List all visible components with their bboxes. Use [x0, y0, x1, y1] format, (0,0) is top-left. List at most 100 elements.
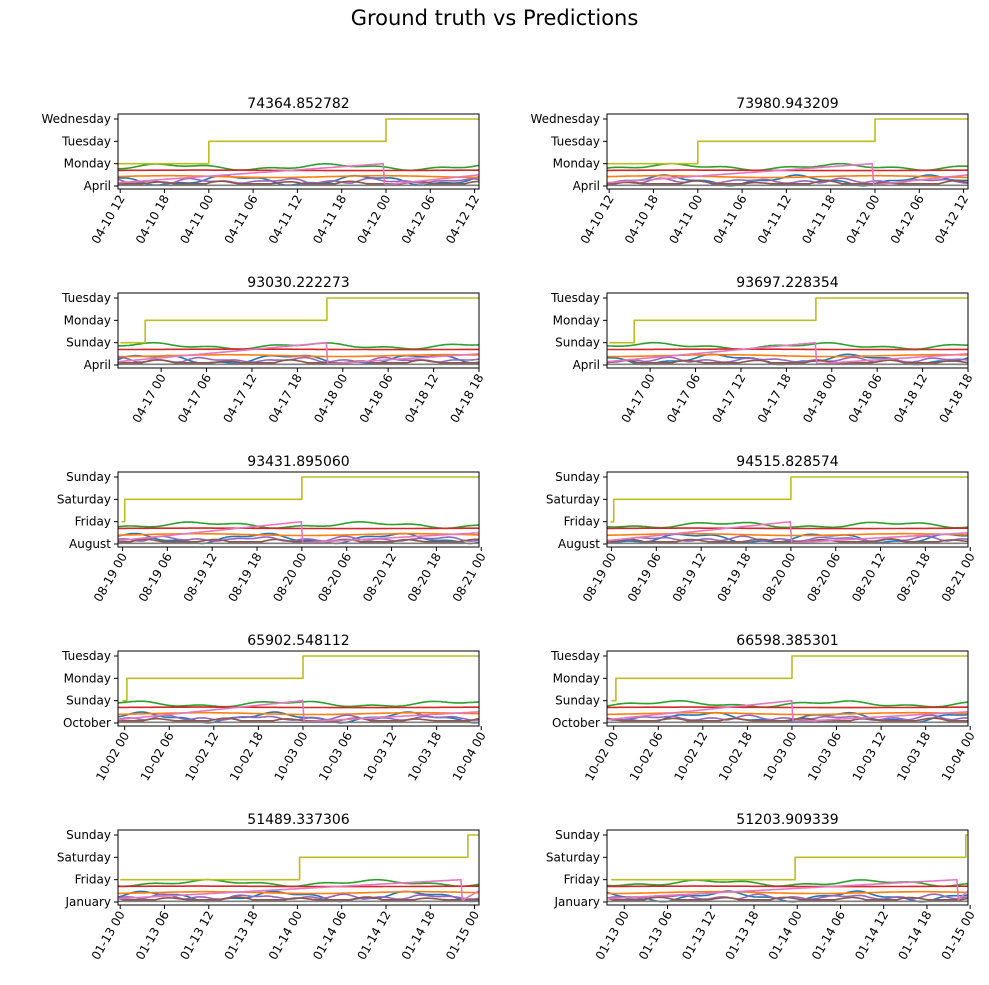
y-tick-label: Monday: [553, 157, 600, 171]
subplot-7: 65902.548112 October Sunday Monday Tuesday 10…: [61, 633, 489, 783]
x-tick-label: 04-18 00: [800, 372, 839, 426]
x-tick-label: 01-14 12: [354, 909, 393, 963]
axes-frame: [117, 292, 480, 369]
x-tick-label: 08-19 00: [580, 551, 619, 605]
y-tick-label: Tuesday: [550, 649, 600, 663]
x-tick-label: 04-11 12: [755, 193, 794, 247]
x-tick-label: 04-17 18: [266, 372, 305, 426]
y-tick-label: Sunday: [66, 336, 111, 350]
x-tick-label: 04-17 12: [709, 372, 748, 426]
x-tick-label: 10-02 12: [671, 730, 710, 784]
series-line-6: [118, 341, 479, 365]
x-tick-label: 10-03 18: [405, 730, 444, 784]
series-line-1: [607, 890, 968, 895]
x-tick-label: 01-14 00: [766, 909, 805, 963]
x-tick-label: 10-03 00: [760, 730, 799, 784]
series-line-8: [610, 476, 968, 523]
figure-title: Ground truth vs Predictions: [350, 6, 639, 30]
plot-area: [118, 834, 479, 903]
plot-area: [607, 655, 968, 724]
x-tick-label: 01-14 12: [852, 909, 891, 963]
subplot-title: 74364.852782: [247, 96, 349, 112]
series-line-1: [607, 174, 968, 179]
axes-frame: [117, 650, 480, 727]
x-tick-label: 04-12 06: [888, 193, 927, 247]
axes-frame: [606, 650, 969, 727]
x-tick-label: 10-02 18: [716, 730, 755, 784]
series-line-8: [611, 655, 968, 702]
x-tick-label: 04-17 00: [619, 372, 658, 426]
x-tick-label: 04-11 06: [222, 193, 261, 247]
series-line-8: [120, 834, 479, 881]
y-tick-label: October: [63, 716, 111, 730]
axes-frame: [606, 292, 969, 369]
x-tick-label: 10-02 12: [182, 730, 221, 784]
subplot-10: 51203.909339 January Friday Saturday Sunday 0…: [546, 812, 978, 962]
y-tick-label: Friday: [564, 873, 600, 887]
series-line-2: [607, 700, 968, 708]
x-tick-label: 04-11 06: [711, 193, 750, 247]
x-tick-label: 01-13 06: [636, 909, 675, 963]
y-tick-label: Friday: [75, 515, 111, 529]
y-tick-label: Wednesday: [531, 112, 600, 126]
x-tick-label: 10-03 00: [271, 730, 310, 784]
x-tick-label: 08-21 00: [939, 550, 978, 604]
series-line-2: [607, 521, 968, 529]
subplot-4: 93697.228354 April Sunday Monday Tuesday 04-1…: [550, 275, 975, 425]
x-tick-label: 04-18 06: [357, 372, 396, 426]
axes-frame: [117, 829, 480, 906]
x-tick-label: 08-20 18: [405, 551, 444, 605]
subplot-title: 51203.909339: [736, 812, 838, 828]
plot-area: [607, 118, 968, 187]
x-tick-label: 04-18 06: [846, 372, 885, 426]
series-line-6: [118, 520, 479, 544]
x-tick-label: 04-12 06: [399, 193, 438, 247]
x-tick-label: 08-20 18: [894, 551, 933, 605]
y-tick-label: Saturday: [57, 492, 111, 506]
y-tick-label: Monday: [64, 671, 111, 685]
x-tick-label: 08-19 18: [226, 551, 265, 605]
series-line-5: [118, 538, 479, 543]
x-tick-label: 04-17 00: [130, 372, 169, 426]
series-line-6: [607, 341, 968, 365]
series-line-4: [607, 535, 968, 542]
x-tick-label: 04-10 12: [578, 193, 617, 247]
x-tick-label: 01-13 18: [222, 909, 261, 963]
series-line-5: [607, 359, 968, 364]
x-tick-label: 01-14 00: [266, 909, 305, 963]
series-line-1: [118, 890, 479, 895]
plot-area: [607, 834, 968, 903]
series-line-6: [607, 878, 968, 901]
subplot-6: 94515.828574 August Friday Saturday Sunday 08…: [546, 454, 978, 604]
series-line-5: [607, 179, 968, 185]
series-line-4: [607, 714, 968, 721]
series-line-3: [118, 348, 479, 351]
x-tick-label: 08-19 06: [136, 551, 175, 605]
series-line-4: [118, 177, 479, 184]
x-tick-label: 10-03 06: [316, 730, 355, 784]
x-tick-label: 04-12 12: [443, 193, 482, 247]
x-tick-label: 08-19 00: [91, 551, 130, 605]
series-line-2: [118, 700, 479, 708]
series-line-5: [118, 896, 479, 901]
y-tick-label: April: [573, 358, 600, 372]
y-tick-label: Sunday: [555, 828, 600, 842]
series-line-8: [120, 297, 479, 344]
axes-frame: [606, 471, 969, 548]
x-tick-label: 08-19 12: [670, 551, 709, 605]
axes-frame: [117, 113, 480, 190]
y-tick-label: Monday: [553, 313, 600, 327]
y-tick-label: Tuesday: [61, 134, 111, 148]
x-tick-label: 08-19 06: [625, 551, 664, 605]
series-line-3: [607, 348, 968, 351]
x-tick-label: 04-17 18: [755, 372, 794, 426]
plot-area: [607, 297, 968, 366]
subplot-title: 65902.548112: [247, 633, 349, 649]
y-tick-label: January: [554, 895, 601, 909]
x-tick-label: 10-03 06: [805, 730, 844, 784]
x-tick-label: 04-17 06: [175, 372, 214, 426]
y-tick-label: Monday: [64, 313, 111, 327]
x-tick-label: 04-11 18: [310, 193, 349, 247]
series-line-3: [118, 885, 479, 888]
y-tick-label: Sunday: [555, 694, 600, 708]
